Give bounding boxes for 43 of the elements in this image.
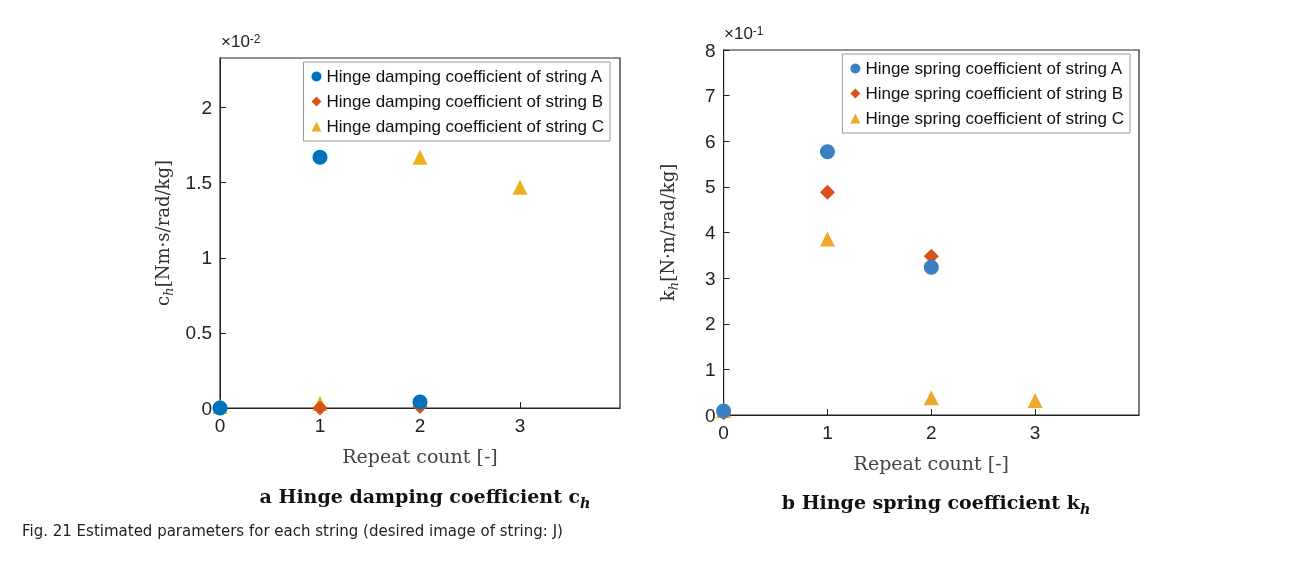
point: [923, 259, 939, 275]
x-tick-label: 3: [1029, 422, 1041, 443]
caption: Fig. 21 Estimated parameters for each string (desired image of string: J): [22, 522, 563, 540]
point: [312, 400, 328, 416]
y-tick-label: 1: [201, 247, 212, 269]
y-tick-label: 1: [705, 358, 716, 380]
y-tick-label: 5: [705, 176, 716, 198]
legend-label: Hinge damping coefficient of string B: [326, 92, 604, 111]
x-tick-label: 1: [314, 415, 326, 436]
y-tick-label: 3: [705, 267, 716, 289]
x-tick-label: 0: [214, 415, 226, 436]
y-tick-label: 0: [201, 397, 212, 419]
point: [819, 144, 835, 160]
x-axis-title: Repeat count [-]: [342, 444, 498, 467]
y-axis-title: kh[N·m/rad/kg]: [656, 163, 681, 302]
y-tick-label: 2: [705, 313, 716, 335]
y-tick-label: 8: [705, 39, 716, 61]
legend-label: Hinge spring coefficient of string A: [865, 59, 1123, 78]
y-tick-label: 2: [201, 97, 212, 119]
legend-label: Hinge damping coefficient of string C: [326, 117, 605, 136]
x-tick-label: 3: [514, 415, 526, 436]
y-tick-label: 1.5: [185, 172, 212, 194]
point: [512, 179, 528, 195]
legend-label: Hinge damping coefficient of string A: [326, 67, 603, 86]
point: [923, 390, 939, 406]
x-tick-label: 2: [926, 422, 937, 443]
x-tick-label: 1: [822, 422, 833, 443]
point: [819, 184, 835, 200]
point: [819, 231, 835, 247]
y-tick-label: 6: [705, 130, 716, 152]
legend-label: Hinge spring coefficient of string B: [865, 84, 1124, 103]
y-axis-title: ch[Nm·s/rad/kg]: [151, 159, 176, 307]
x-tick-label: 0: [718, 422, 729, 443]
x-tick-label: 2: [414, 415, 426, 436]
point: [1027, 392, 1043, 408]
legend-label: Hinge spring coefficient of string C: [865, 109, 1125, 128]
point: [412, 149, 428, 165]
y-tick-label: 4: [705, 222, 717, 243]
x-axis-title: Repeat count [-]: [853, 451, 1010, 474]
point: [312, 149, 328, 165]
y-tick-label: 7: [705, 85, 716, 107]
y-tick-label: 0.5: [185, 322, 212, 344]
point: [412, 394, 428, 410]
